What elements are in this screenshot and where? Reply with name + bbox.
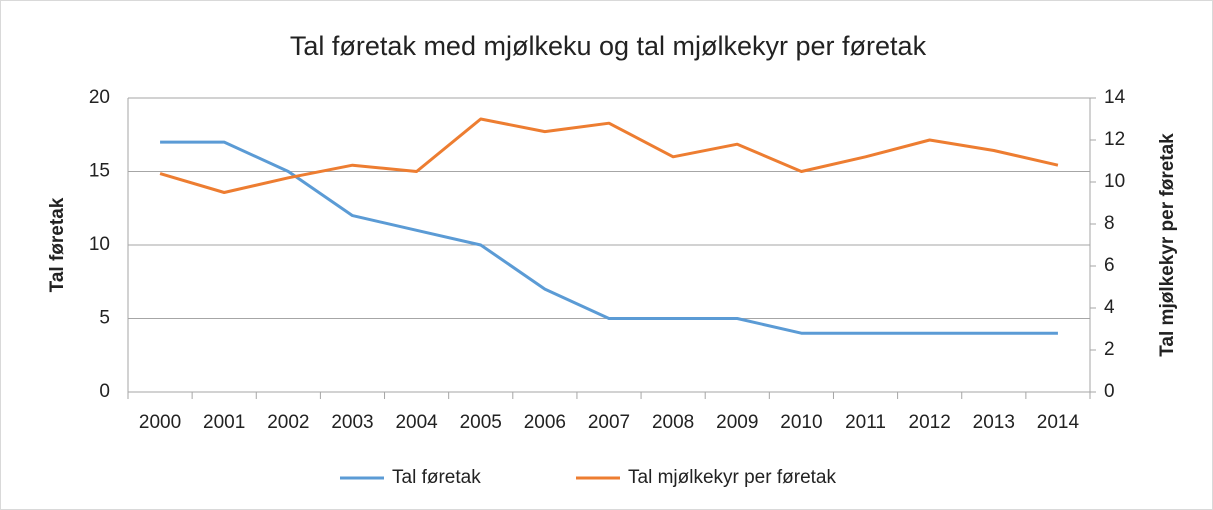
x-tick-label: 2014 [1037,412,1080,433]
x-tick-label: 2006 [524,412,566,433]
y2-tick-label: 12 [1104,129,1125,150]
y2-axis-label: Tal mjølkekyr per føretak [1157,133,1178,357]
x-tick-label: 2001 [203,412,245,433]
series-line [159,117,1059,194]
x-tick-label: 2005 [460,412,502,433]
series-line [160,140,1058,335]
x-tick-label: 2004 [395,412,438,433]
y2-tick-label: 8 [1104,213,1115,234]
y-tick-label: 20 [89,87,110,108]
y-tick-label: 15 [89,161,110,182]
y-tick-label: 5 [99,308,110,329]
y2-tick-label: 6 [1104,255,1115,276]
x-tick-label: 2013 [973,412,1015,433]
x-tick-label: 2000 [139,412,181,433]
x-tick-label: 2003 [331,412,373,433]
y2-tick-label: 14 [1104,87,1126,108]
x-tick-label: 2008 [652,412,694,433]
legend-label: Tal mjølkekyr per føretak [628,467,836,488]
x-tick-label: 2012 [909,412,951,433]
y-tick-label: 0 [99,381,110,402]
y-axis-label: Tal føretak [47,197,68,292]
y-tick-label: 10 [89,234,110,255]
y2-tick-label: 0 [1104,381,1115,402]
y2-tick-label: 2 [1104,339,1115,360]
x-tick-label: 2007 [588,412,630,433]
x-tick-label: 2010 [780,412,822,433]
chart-title: Tal føretak med mjølkeku og tal mjølkeky… [290,31,927,61]
x-tick-label: 2002 [267,412,309,433]
y2-tick-label: 4 [1104,297,1115,318]
y2-tick-label: 10 [1104,171,1125,192]
x-tick-label: 2009 [716,412,758,433]
x-tick-label: 2011 [845,412,886,433]
legend-label: Tal føretak [392,467,481,488]
